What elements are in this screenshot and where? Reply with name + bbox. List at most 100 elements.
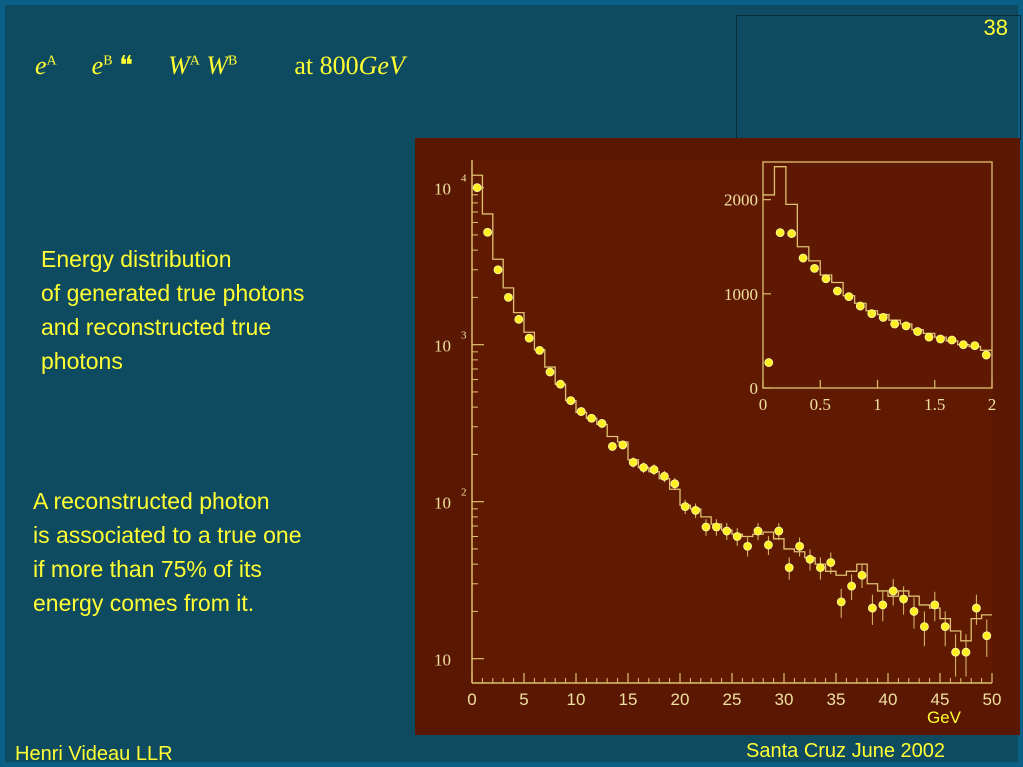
reconstructed-point — [659, 471, 669, 481]
reconstructed-point — [774, 526, 784, 536]
inset-reconstructed-point — [901, 321, 911, 331]
formula-w-plus-sign: A — [189, 53, 200, 69]
reconstructed-point — [940, 622, 950, 632]
reconstructed-point — [899, 594, 909, 604]
inset-reconstructed-point — [798, 253, 808, 263]
reconstructed-point — [472, 183, 482, 193]
x-tick-label: 30 — [775, 690, 794, 709]
reconstructed-point — [743, 541, 753, 551]
reconstructed-point — [951, 647, 960, 657]
reconstructed-point — [524, 333, 534, 343]
reconstructed-point — [483, 227, 492, 237]
description-line: Energy distribution — [41, 246, 232, 272]
y-tick-label: 10 — [434, 494, 451, 513]
x-unit-label: GeV — [927, 708, 962, 727]
description-text: Energy distribution of generated true ph… — [41, 242, 304, 378]
inset-reconstructed-point — [913, 327, 922, 336]
association-line: is associated to a true one — [33, 522, 302, 548]
reconstructed-point — [847, 581, 857, 591]
reconstructed-point — [878, 600, 888, 610]
formula-arrow: ❝ — [119, 51, 134, 80]
window-pane-outline — [736, 15, 1021, 140]
inset-reconstructed-point — [855, 301, 865, 311]
association-text: A reconstructed photon is associated to … — [33, 484, 302, 620]
reconstructed-point — [982, 631, 992, 641]
association-line: if more than 75% of its — [33, 556, 262, 582]
inset-reconstructed-point — [890, 319, 900, 329]
footer-event: Santa Cruz June 2002 — [746, 740, 946, 762]
reconstructed-point — [722, 526, 732, 536]
formula-electron: e — [35, 51, 47, 80]
reconstructed-point — [618, 440, 628, 450]
reconstructed-point — [857, 570, 867, 580]
formula-electron-sign: A — [46, 53, 57, 69]
reconstructed-point — [628, 457, 638, 467]
reconstructed-point — [972, 603, 981, 613]
reconstructed-point — [795, 541, 805, 551]
reconstructed-point — [836, 597, 846, 607]
y-tick-exponent: 2 — [461, 487, 467, 499]
x-tick-label: 25 — [723, 690, 742, 709]
reconstructed-point — [701, 522, 711, 532]
y-tick-label: 10 — [434, 651, 451, 670]
inset-reconstructed-point — [810, 264, 819, 273]
inset-reconstructed-point — [958, 340, 968, 350]
inset-reconstructed-point — [936, 334, 945, 344]
x-tick-label: 10 — [567, 690, 586, 709]
inset-plot-area — [762, 161, 993, 389]
inset-y-tick-label: 2000 — [724, 191, 758, 210]
reconstructed-point — [597, 419, 607, 428]
inset-reconstructed-point — [981, 350, 991, 360]
reconstructed-point — [930, 600, 940, 610]
x-tick-label: 20 — [671, 690, 690, 709]
reconstructed-point — [867, 603, 877, 613]
inset-reconstructed-point — [764, 358, 774, 367]
inset-reconstructed-point — [821, 274, 831, 284]
x-tick-label: 0 — [467, 690, 476, 709]
association-line: A reconstructed photon — [33, 488, 270, 514]
reconstructed-point — [826, 558, 836, 567]
reconstructed-point — [680, 502, 690, 512]
x-tick-label: 50 — [983, 690, 1002, 709]
formula-positron-sign: B — [103, 53, 113, 69]
inset-x-tick-label: 1 — [873, 395, 882, 414]
y-tick-exponent: 3 — [461, 330, 467, 342]
reconstructed-point — [691, 505, 701, 515]
inset-reconstructed-point — [844, 292, 854, 302]
x-tick-label: 5 — [519, 690, 528, 709]
formula-w-minus: W — [206, 51, 229, 80]
page-number: 38 — [983, 15, 1008, 40]
inset-reconstructed-point — [878, 312, 888, 322]
reconstructed-point — [504, 292, 513, 302]
formula-w-minus-sign: B — [228, 53, 238, 69]
reconstructed-point — [545, 367, 555, 377]
reconstructed-point — [711, 522, 721, 532]
inset-reconstructed-point — [970, 341, 980, 351]
reconstructed-point — [670, 479, 680, 489]
reconstructed-point — [493, 265, 503, 275]
formula-positron: e — [91, 51, 104, 80]
reconstructed-point — [587, 413, 597, 423]
reconstructed-point — [639, 463, 649, 472]
reconstructed-point — [888, 586, 898, 596]
reconstructed-point — [753, 526, 763, 536]
formula-title: eA eB ❝ WA WB at 800GeV — [35, 51, 405, 81]
inset-x-tick-label: 2 — [988, 395, 997, 414]
inset-reconstructed-point — [924, 332, 934, 342]
inset-reconstructed-point — [867, 309, 877, 319]
reconstructed-point — [576, 407, 586, 416]
inset-reconstructed-point — [775, 228, 785, 238]
reconstructed-point — [909, 607, 919, 616]
energy-distribution-plot: 0 5 10 15 20 25 30 35 40 45 50 10 4 10 3 10 2 10 0 0.5 1 1.5 2… — [415, 138, 1020, 735]
reconstructed-point — [815, 563, 825, 573]
footer-author: Henri Videau LLR — [15, 743, 173, 765]
reconstructed-point — [514, 314, 524, 324]
inset-x-tick-label: 0.5 — [810, 395, 831, 414]
y-tick-label: 10 — [434, 337, 451, 356]
reconstructed-point — [607, 441, 617, 451]
reconstructed-point — [732, 532, 742, 541]
inset-reconstructed-point — [833, 286, 842, 296]
description-line: of generated true photons — [41, 280, 305, 306]
y-tick-label: 10 — [434, 180, 451, 199]
